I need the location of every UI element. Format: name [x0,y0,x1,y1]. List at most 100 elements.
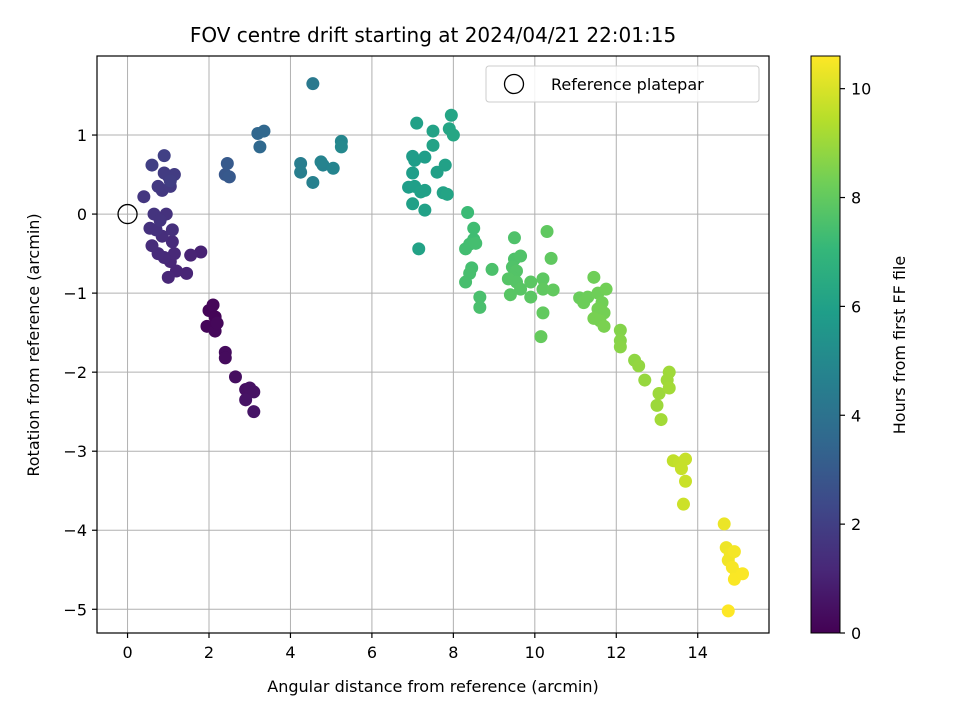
data-point [257,124,271,138]
colorbar-tick-label: 2 [851,515,861,534]
colorbar-tick-label: 8 [851,189,861,208]
data-point [167,247,181,261]
colorbar-gradient [810,55,841,634]
data-point [438,158,452,172]
data-point [210,316,224,330]
data-point [536,306,550,320]
data-point [546,283,560,297]
x-tick-label: 10 [525,643,545,662]
chart-title: FOV centre drift starting at 2024/04/21 … [190,23,676,47]
legend: Reference platepar [485,65,760,103]
reference-marker [117,203,138,225]
data-point [524,290,538,304]
legend-label-reference: Reference platepar [551,75,704,94]
data-point [314,155,328,169]
data-point [418,183,432,197]
data-point [599,282,613,296]
data-point [145,239,159,253]
data-point [652,387,666,401]
x-tick-label: 0 [122,643,132,662]
data-point [469,236,483,250]
data-point [613,340,627,354]
y-tick-label: 1 [77,126,87,145]
y-axis-ticks: −5 −4 −3 −2 −1 0 1 [63,126,97,619]
data-point [165,235,179,249]
data-point [228,370,242,384]
data-point [157,149,171,163]
x-axis-ticks: 0 2 4 6 8 10 12 14 [122,633,708,662]
data-point [524,275,538,289]
data-point [459,275,473,289]
x-tick-label: 12 [606,643,626,662]
data-point [161,270,175,284]
plot-frame [96,55,770,634]
data-point [326,161,340,175]
scatter-points [137,77,750,618]
data-point [218,351,232,365]
data-point [587,270,601,284]
data-point [406,166,420,180]
data-point [736,567,750,581]
colorbar-tick-label: 10 [851,80,871,99]
data-point [581,290,595,304]
colorbar-tick-label: 6 [851,297,861,316]
data-point [544,251,558,265]
legend-marker-reference [503,73,525,95]
data-point [253,140,267,154]
data-point [184,248,198,262]
data-point [306,77,320,91]
data-point [514,282,528,296]
data-point [514,249,528,263]
data-point [247,405,261,419]
data-point [412,242,426,256]
data-point [674,462,688,476]
y-tick-label: −4 [63,521,87,540]
data-point [727,545,741,559]
data-point [536,272,550,286]
legend-box [485,65,760,103]
data-point [426,124,440,138]
reference-marker-group [117,203,138,225]
data-point [662,365,676,379]
data-point [459,242,473,256]
data-point [408,153,422,167]
data-point [473,300,487,314]
data-point [153,213,167,227]
data-point [418,203,432,217]
data-point [306,175,320,189]
x-tick-label: 2 [204,643,214,662]
data-point [717,517,731,531]
x-tick-label: 6 [367,643,377,662]
data-point [206,298,220,312]
data-point [410,116,424,130]
data-point [194,245,208,259]
y-tick-label: −1 [63,284,87,303]
data-point [220,156,234,170]
data-point [426,138,440,152]
data-point [145,158,159,172]
data-point [503,288,517,302]
data-point [137,190,151,204]
data-point [165,223,179,237]
data-point [721,604,735,618]
data-point [467,221,481,235]
data-point [461,206,475,220]
colorbar-tick-label: 4 [851,406,861,425]
data-point [679,474,693,488]
data-point [638,373,652,387]
data-point [536,282,550,296]
data-point [334,140,348,154]
x-tick-label: 8 [448,643,458,662]
y-tick-label: −2 [63,363,87,382]
data-point [650,398,664,412]
data-point [180,266,194,280]
data-point [654,413,668,427]
colorbar-ticks: 0 2 4 6 8 10 [840,80,871,643]
data-point [485,262,499,276]
data-point [446,128,460,142]
data-point [662,381,676,395]
data-point [676,497,690,511]
data-point [222,170,236,184]
data-point [294,165,308,179]
